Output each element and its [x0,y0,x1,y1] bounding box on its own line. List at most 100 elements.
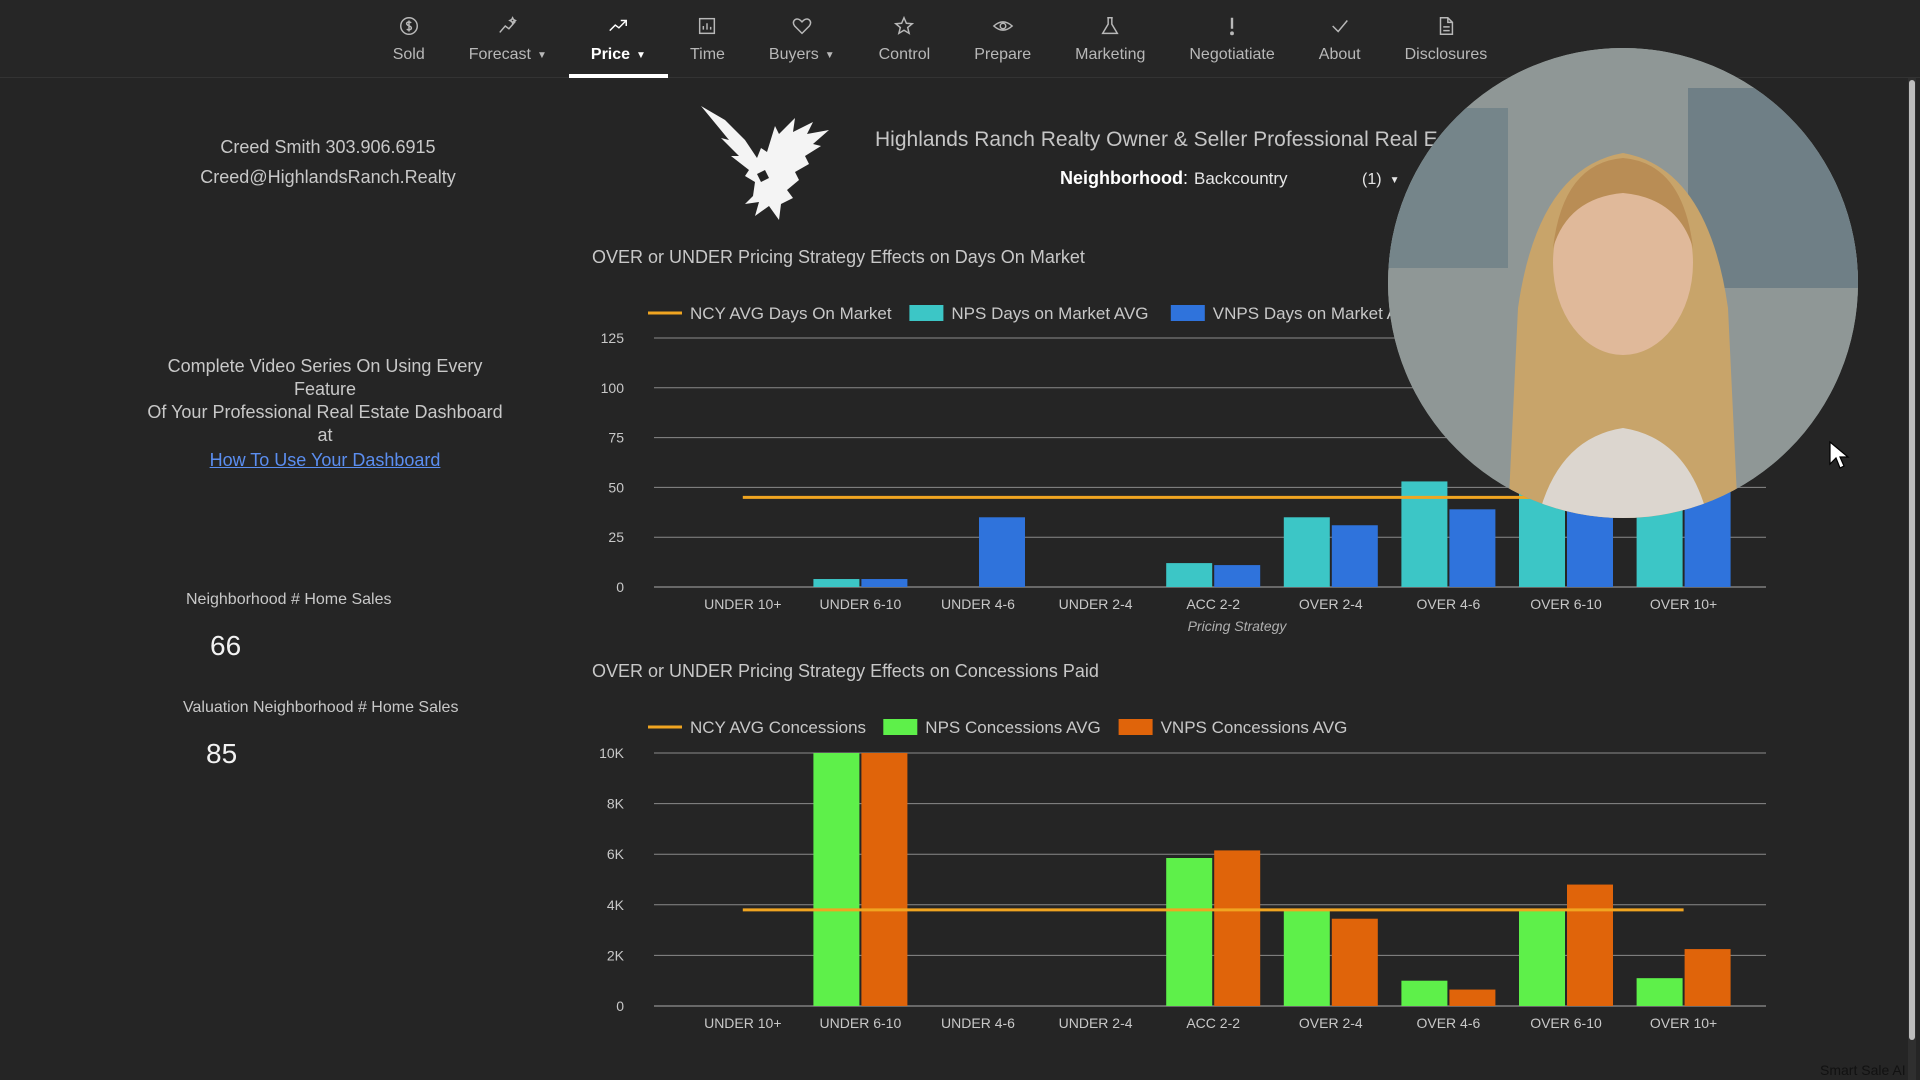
nav-tab-control[interactable]: Control [857,0,953,78]
nav-tab-price[interactable]: Price ▼ [568,0,669,78]
bar-nps[interactable] [813,579,860,587]
nav-tab-prepare[interactable]: Prepare [952,0,1053,78]
legend-label: NCY AVG Concessions [690,718,866,737]
nav-tab-disclosures[interactable]: Disclosures [1383,0,1510,78]
x-tick-label: OVER 10+ [1650,1015,1717,1031]
y-tick-label: 0 [616,579,624,595]
bar-vnps[interactable] [861,753,908,1006]
presenter-video-bubble[interactable] [1388,48,1858,518]
legend-label: NPS Days on Market AVG [951,304,1148,323]
bar-vnps[interactable] [979,517,1025,587]
promo-line-1: Complete Video Series On Using Every Fea… [167,356,483,399]
y-tick-label: 8K [607,796,625,812]
sparkle-trend-icon [496,14,520,38]
chart-legend: NCY AVG Days On Market NPS Days on Market… [648,304,1409,323]
y-tick-label: 100 [601,380,625,396]
exclamation-icon [1220,14,1244,38]
flask-icon [1098,14,1122,38]
watermark-text: Smart Sale AI [1820,1062,1906,1078]
agent-name-phone: Creed Smith 303.906.6915 [220,137,436,157]
top-navigation: Sold Forecast ▼ Price ▼ Time Buyers ▼ Control Pre… [0,0,1920,78]
chevron-down-icon: ▼ [824,49,835,61]
nav-label: Marketing [1075,46,1146,63]
nav-tab-marketing[interactable]: Marketing [1053,0,1167,78]
eagle-logo-icon [701,106,829,220]
x-tick-label: UNDER 10+ [704,1015,781,1031]
x-tick-label: ACC 2-2 [1186,1015,1240,1031]
home-sales-label: Neighborhood # Home Sales [186,591,392,608]
y-tick-label: 50 [608,479,624,495]
nav-tab-negotiatiate[interactable]: Negotiatiate [1167,0,1296,78]
neighborhood-count-dropdown[interactable]: (1) ▼ [1362,171,1399,189]
x-tick-label: OVER 2-4 [1299,596,1363,612]
trending-up-icon [606,14,630,38]
nav-tab-forecast[interactable]: Forecast ▼ [447,0,569,78]
nav-label: Sold [392,46,425,63]
nav-tab-sold[interactable]: Sold [371,0,447,78]
bar-nps[interactable] [1283,909,1330,1006]
nav-tab-buyers[interactable]: Buyers ▼ [747,0,857,78]
nav-label: Negotiatiate [1189,46,1275,63]
page-scrollbar-thumb[interactable] [1909,80,1915,1040]
chart-1-title: OVER or UNDER Pricing Strategy Effects o… [592,247,1085,267]
bar-nps[interactable] [1519,909,1565,1006]
agent-contact: Creed Smith 303.906.6915 Creed@Highlands… [150,132,506,192]
x-tick-label: UNDER 10+ [704,596,781,612]
promo-line-2: Of Your Professional Real Estate Dashboa… [147,402,503,445]
bar-vnps[interactable] [1449,989,1496,1006]
neighborhood-value: Backcountry [1194,168,1288,188]
nav-label: About [1318,46,1361,63]
nav-label: Forecast [468,46,531,63]
y-tick-label: 10K [599,745,625,761]
days-on-market-chart: NCY AVG Days On Market NPS Days on Market… [601,304,1766,634]
bar-vnps[interactable] [1331,918,1378,1006]
bar-nps[interactable] [1283,517,1330,587]
bar-nps[interactable] [1166,563,1213,587]
mouse-cursor-icon [1829,440,1850,469]
nav-label: Prepare [974,46,1032,63]
chevron-down-icon: ▼ [537,49,547,61]
x-tick-label: OVER 2-4 [1299,1015,1363,1031]
nav-list: Sold Forecast ▼ Price ▼ Time Buyers ▼ Control Pre… [371,0,1510,78]
x-axis-label: Pricing Strategy [1188,618,1288,634]
dollar-circle-icon [397,14,421,38]
nav-tab-time[interactable]: Time [668,0,747,78]
bar-nps[interactable] [1401,980,1448,1006]
x-tick-label: OVER 4-6 [1416,1015,1480,1031]
bar-vnps[interactable] [1331,525,1378,587]
star-icon [892,14,916,38]
neighborhood-selector: Neighborhood: Backcountry [1060,168,1288,188]
legend-label: VNPS Days on Market AV [1213,304,1409,323]
chevron-down-icon: ▼ [636,49,646,61]
video-series-promo: Complete Video Series On Using Every Fea… [140,355,510,472]
bar-vnps[interactable] [1684,949,1731,1006]
bar-nps[interactable] [1166,857,1213,1006]
bar-vnps[interactable] [1449,509,1496,587]
nav-label: Control [878,46,931,63]
y-tick-label: 4K [607,897,625,913]
bar-nps[interactable] [813,753,860,1006]
chevron-down-icon: ▼ [1389,174,1400,186]
how-to-dashboard-link[interactable]: How To Use Your Dashboard [209,450,441,470]
agent-email: Creed@HighlandsRanch.Realty [200,167,456,187]
x-tick-label: OVER 6-10 [1530,596,1602,612]
chart-legend: NCY AVG Concessions NPS Concessions AVG VN… [648,718,1347,737]
x-tick-label: OVER 4-6 [1416,596,1480,612]
bar-nps[interactable] [1636,978,1683,1006]
brand-title: Highlands Ranch Realty Owner & Seller Pr… [875,128,1438,151]
bar-vnps[interactable] [1214,850,1261,1006]
nav-label: Disclosures [1404,46,1488,63]
legend-label: VNPS Concessions AVG [1161,718,1348,737]
y-tick-label: 0 [616,998,624,1014]
bar-vnps[interactable] [1567,884,1613,1006]
valuation-home-sales-value: 85 [206,738,238,769]
bar-vnps[interactable] [861,579,908,587]
bar-nps[interactable] [1401,481,1448,587]
y-tick-label: 75 [608,430,624,446]
valuation-home-sales-label: Valuation Neighborhood # Home Sales [183,699,459,716]
bar-vnps[interactable] [1214,565,1261,587]
y-tick-label: 125 [601,330,625,346]
home-sales-value: 66 [210,630,242,661]
nav-tab-about[interactable]: About [1297,0,1383,78]
